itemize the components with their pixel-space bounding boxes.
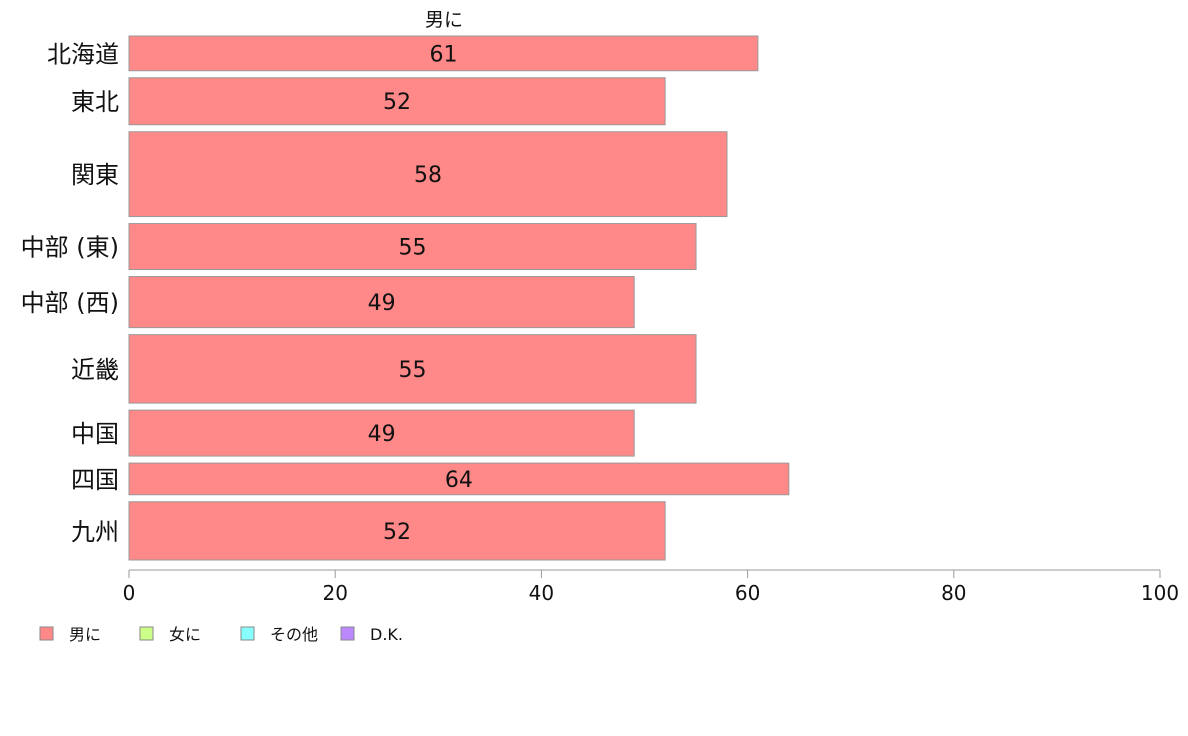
legend-swatch xyxy=(139,626,154,641)
legend-label: その他 xyxy=(270,625,318,644)
x-axis: 0 20 40 60 80 100 xyxy=(123,569,1179,605)
legend-label: 女に xyxy=(169,625,201,644)
bar-value-label: 64 xyxy=(445,468,473,493)
bar-8 xyxy=(128,462,790,496)
bar-value-label: 52 xyxy=(383,520,411,545)
category-label: 中部 (西) xyxy=(21,289,119,317)
category-label: 東北 xyxy=(71,88,119,116)
x-tick-label: 40 xyxy=(529,581,554,605)
x-tick-label: 60 xyxy=(735,581,760,605)
bar-value-label: 49 xyxy=(368,291,396,316)
category-label: 中国 xyxy=(71,420,119,448)
x-tick-label: 80 xyxy=(941,581,966,605)
x-tick-label: 0 xyxy=(123,581,136,605)
bar-1 xyxy=(128,35,759,72)
bar-value-label: 49 xyxy=(368,422,396,447)
legend-label: D.K. xyxy=(370,625,403,644)
bar-4 xyxy=(128,223,697,271)
bar-value-label: 61 xyxy=(429,42,457,67)
category-label: 近畿 xyxy=(71,356,119,384)
category-label: 九州 xyxy=(71,518,119,546)
bar-value-label: 58 xyxy=(414,163,442,188)
x-tick-label: 20 xyxy=(322,581,347,605)
legend: 男に 女に その他 D.K. xyxy=(39,625,403,644)
category-label: 四国 xyxy=(71,466,119,494)
bar-3 xyxy=(128,131,728,218)
bar-2 xyxy=(128,77,666,126)
bar-value-label: 52 xyxy=(383,90,411,115)
legend-swatch xyxy=(240,626,255,641)
bar-group: 61 52 58 55 49 55 49 64 52 xyxy=(128,35,790,561)
category-label: 北海道 xyxy=(47,40,119,68)
bar-6 xyxy=(128,334,697,404)
bar-value-label: 55 xyxy=(399,236,427,261)
series-title: 男に xyxy=(425,9,463,31)
bar-5 xyxy=(128,276,635,329)
category-label: 関東 xyxy=(71,161,119,189)
bar-9 xyxy=(128,501,666,561)
legend-swatch xyxy=(39,626,54,641)
category-label: 中部 (東) xyxy=(21,234,119,262)
legend-swatch xyxy=(340,626,355,641)
bar-value-label: 55 xyxy=(399,358,427,383)
legend-label: 男に xyxy=(69,625,101,644)
x-tick-label: 100 xyxy=(1141,581,1179,605)
bar-7 xyxy=(128,409,635,457)
